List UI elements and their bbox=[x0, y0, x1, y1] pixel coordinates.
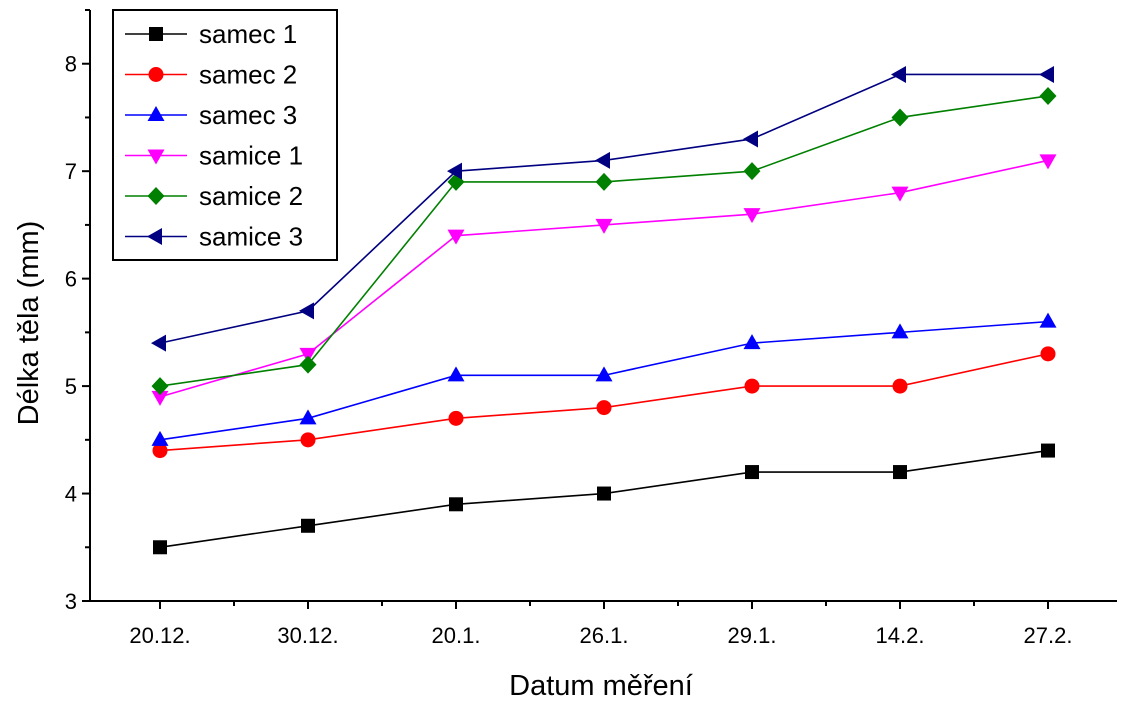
data-point bbox=[1041, 443, 1055, 458]
y-tick-label: 3 bbox=[65, 589, 77, 614]
data-point bbox=[595, 218, 613, 234]
data-point bbox=[151, 377, 169, 396]
series-group bbox=[151, 65, 1057, 555]
legend-label: samec 1 bbox=[199, 19, 297, 49]
data-point bbox=[743, 162, 761, 181]
legend-label: samice 2 bbox=[199, 181, 303, 211]
data-point bbox=[447, 162, 462, 180]
data-point bbox=[891, 65, 906, 83]
x-tick-label: 20.12. bbox=[129, 623, 190, 648]
data-point bbox=[449, 497, 463, 512]
data-point bbox=[891, 323, 909, 339]
data-point bbox=[745, 465, 759, 480]
legend-marker bbox=[149, 27, 163, 41]
data-point bbox=[743, 130, 758, 148]
series-samice-1 bbox=[151, 154, 1057, 406]
series-samice-3 bbox=[151, 65, 1054, 352]
data-point bbox=[151, 430, 169, 446]
data-point bbox=[596, 400, 612, 416]
x-axis-title: Datum měření bbox=[509, 670, 693, 702]
data-point bbox=[299, 355, 317, 374]
legend: samec 1 samec 2 samec 3 samice 1 samice 2 sam… bbox=[112, 9, 338, 261]
y-axis-title: Délka těla (mm) bbox=[13, 221, 45, 426]
x-tick-label: 29.1. bbox=[728, 623, 777, 648]
legend-item: samec 1 bbox=[125, 19, 297, 49]
legend-label: samice 3 bbox=[199, 222, 303, 252]
data-point bbox=[152, 443, 168, 459]
data-point bbox=[300, 432, 316, 448]
data-point bbox=[595, 151, 610, 169]
data-point bbox=[1040, 346, 1056, 362]
data-point bbox=[743, 208, 761, 224]
data-point bbox=[447, 229, 465, 245]
data-point bbox=[1039, 312, 1057, 328]
data-point bbox=[151, 334, 166, 352]
x-tick-label: 27.2. bbox=[1024, 623, 1073, 648]
legend-label: samec 3 bbox=[199, 100, 297, 130]
axes: 3 4 5 6 7 8 20.12. 30.12. 20.1. 26.1. 29.1. 14.2. 27… bbox=[65, 9, 1117, 648]
data-point bbox=[153, 540, 167, 555]
x-tick-label: 26.1. bbox=[580, 623, 629, 648]
data-point bbox=[744, 378, 760, 394]
data-point bbox=[891, 186, 909, 202]
legend-item: samec 3 bbox=[125, 100, 297, 130]
data-point bbox=[595, 172, 613, 191]
data-point bbox=[1039, 154, 1057, 170]
y-tick-label: 4 bbox=[65, 482, 77, 507]
legend-label: samice 1 bbox=[199, 141, 303, 171]
y-tick-label: 6 bbox=[65, 267, 77, 292]
x-tick-label: 14.2. bbox=[876, 623, 925, 648]
x-tick-label: 30.12. bbox=[277, 623, 338, 648]
series-samec-2 bbox=[152, 346, 1056, 459]
data-point bbox=[448, 410, 464, 426]
legend-item: samec 2 bbox=[125, 60, 297, 90]
legend-marker bbox=[147, 106, 165, 121]
legend-marker bbox=[147, 149, 165, 165]
legend-marker bbox=[148, 67, 164, 82]
y-tick-label: 7 bbox=[65, 159, 77, 184]
legend-label: samec 2 bbox=[199, 60, 297, 90]
data-point bbox=[1039, 86, 1057, 105]
legend-item: samice 2 bbox=[125, 181, 303, 211]
data-point bbox=[893, 465, 907, 480]
legend-item: samice 3 bbox=[125, 222, 303, 252]
data-point bbox=[891, 108, 909, 127]
data-point bbox=[301, 518, 315, 533]
data-point bbox=[447, 366, 465, 382]
legend-marker bbox=[147, 187, 165, 205]
data-point bbox=[299, 409, 317, 425]
data-point bbox=[151, 390, 169, 406]
legend-box bbox=[112, 9, 338, 261]
y-tick-label: 8 bbox=[65, 52, 77, 77]
series-samec-3 bbox=[151, 312, 1057, 446]
data-point bbox=[1039, 65, 1054, 83]
data-point bbox=[299, 347, 317, 363]
data-point bbox=[892, 378, 908, 394]
data-point bbox=[597, 486, 611, 501]
legend-marker bbox=[147, 228, 162, 245]
data-point bbox=[743, 334, 761, 350]
series-samec-1 bbox=[153, 443, 1055, 555]
legend-item: samice 1 bbox=[125, 141, 303, 171]
data-point bbox=[299, 302, 314, 320]
data-point bbox=[595, 366, 613, 382]
x-tick-label: 20.1. bbox=[432, 623, 481, 648]
y-tick-label: 5 bbox=[65, 374, 77, 399]
